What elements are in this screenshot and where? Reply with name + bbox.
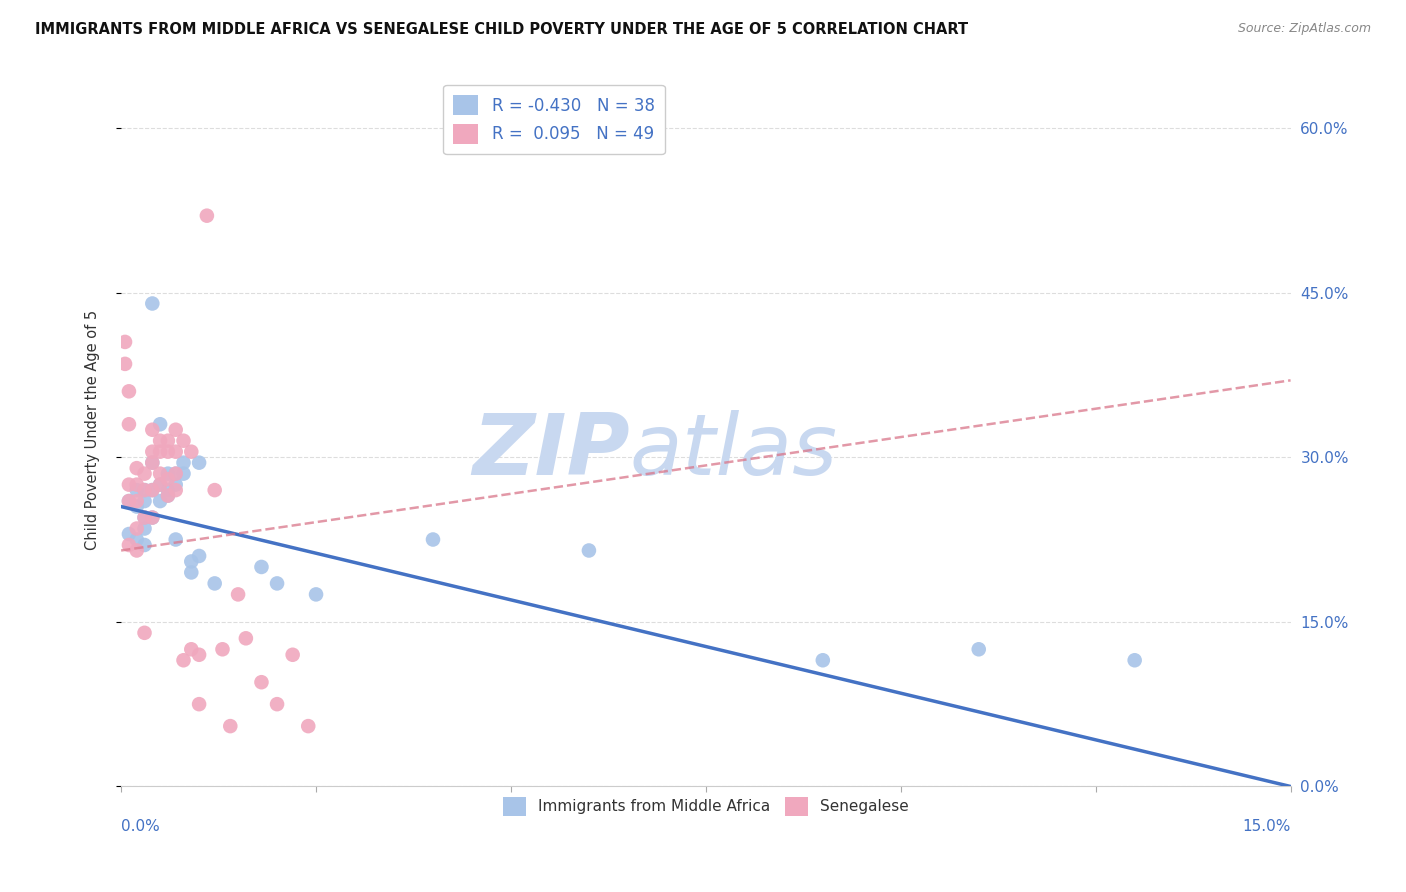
Point [180, 642, 202, 657]
Point [118, 417, 141, 432]
Point [156, 489, 179, 503]
Point [149, 434, 172, 448]
Point [125, 483, 148, 497]
Point [281, 648, 304, 662]
Point [156, 483, 179, 497]
Point [204, 483, 226, 497]
Point [266, 697, 288, 711]
Point [188, 697, 211, 711]
Point [165, 477, 187, 491]
Point [134, 467, 156, 481]
Point [118, 527, 141, 541]
Point [219, 719, 242, 733]
Point [125, 494, 148, 508]
Point [141, 456, 163, 470]
Point [165, 423, 187, 437]
Point [118, 494, 141, 508]
Point [173, 456, 195, 470]
Text: IMMIGRANTS FROM MIDDLE AFRICA VS SENEGALESE CHILD POVERTY UNDER THE AGE OF 5 COR: IMMIGRANTS FROM MIDDLE AFRICA VS SENEGAL… [35, 22, 969, 37]
Point [141, 483, 163, 497]
Text: ZIP: ZIP [472, 409, 630, 492]
Point [173, 434, 195, 448]
Point [125, 477, 148, 491]
Point [180, 444, 202, 458]
Point [165, 467, 187, 481]
Text: Source: ZipAtlas.com: Source: ZipAtlas.com [1237, 22, 1371, 36]
Point [134, 538, 156, 552]
Point [118, 384, 141, 399]
Point [141, 444, 163, 458]
Point [118, 477, 141, 491]
Point [188, 549, 211, 563]
Point [141, 423, 163, 437]
Point [149, 494, 172, 508]
Point [134, 494, 156, 508]
Point [141, 510, 163, 524]
Point [141, 510, 163, 524]
Point [173, 467, 195, 481]
Point [156, 444, 179, 458]
Point [118, 538, 141, 552]
Point [125, 461, 148, 475]
Text: atlas: atlas [630, 409, 838, 492]
Point [149, 444, 172, 458]
Legend: Immigrants from Middle Africa, Senegalese: Immigrants from Middle Africa, Senegales… [496, 791, 915, 822]
Point [114, 334, 136, 349]
Point [134, 625, 156, 640]
Point [188, 648, 211, 662]
Point [305, 587, 328, 601]
Point [173, 653, 195, 667]
Point [967, 642, 990, 657]
Point [134, 483, 156, 497]
Point [141, 456, 163, 470]
Point [149, 477, 172, 491]
Point [125, 522, 148, 536]
Point [422, 533, 444, 547]
Point [149, 477, 172, 491]
Point [156, 467, 179, 481]
Point [204, 576, 226, 591]
Y-axis label: Child Poverty Under the Age of 5: Child Poverty Under the Age of 5 [86, 310, 100, 549]
Point [165, 483, 187, 497]
Point [125, 500, 148, 514]
Point [188, 456, 211, 470]
Text: 15.0%: 15.0% [1243, 819, 1291, 834]
Point [134, 522, 156, 536]
Point [149, 467, 172, 481]
Text: 0.0%: 0.0% [121, 819, 160, 834]
Point [180, 566, 202, 580]
Point [297, 719, 319, 733]
Point [156, 434, 179, 448]
Point [578, 543, 600, 558]
Point [180, 554, 202, 568]
Point [125, 533, 148, 547]
Point [195, 209, 218, 223]
Point [1123, 653, 1146, 667]
Point [141, 483, 163, 497]
Point [156, 489, 179, 503]
Point [134, 510, 156, 524]
Point [250, 675, 273, 690]
Point [250, 560, 273, 574]
Point [235, 632, 257, 646]
Point [125, 543, 148, 558]
Point [156, 472, 179, 486]
Point [165, 444, 187, 458]
Point [114, 357, 136, 371]
Point [266, 576, 288, 591]
Point [165, 533, 187, 547]
Point [226, 587, 249, 601]
Point [141, 296, 163, 310]
Point [211, 642, 233, 657]
Point [134, 483, 156, 497]
Point [811, 653, 834, 667]
Point [165, 467, 187, 481]
Point [118, 494, 141, 508]
Point [149, 417, 172, 432]
Point [134, 510, 156, 524]
